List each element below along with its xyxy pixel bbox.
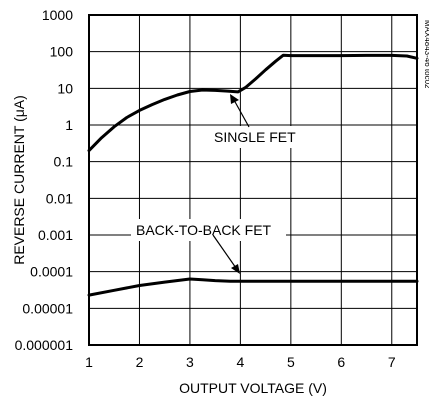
y-axis-label: REVERSE CURRENT (μA)	[11, 95, 27, 265]
annotation-btb-fet-label: BACK-TO-BACK FET	[136, 222, 272, 238]
annotation-btb-fet-leader	[212, 234, 237, 269]
annotation-btb-fet-bg	[131, 219, 286, 241]
x-tick-label: 1	[85, 354, 93, 370]
data-curves	[87, 53, 419, 297]
annotation-back-to-back-fet: BACK-TO-BACK FET	[131, 219, 286, 274]
annotation-single-fet-bg	[209, 126, 304, 148]
tick-labels: 1 2 3 4 5 6 7 1000 100 10 1 0.1 0.01 0.001 0.0001 0.000…	[15, 7, 396, 370]
annotation-single-fet: SINGLE FET	[209, 94, 304, 148]
x-tick-label: 6	[337, 354, 345, 370]
y-tick-label: 0.0001	[30, 264, 73, 280]
y-tick-label: 1	[65, 117, 73, 133]
y-tick-label: 0.1	[54, 154, 74, 170]
x-tick-label: 5	[287, 354, 295, 370]
x-axis-label: OUTPUT VOLTAGE (V)	[179, 380, 327, 396]
annotation-single-fet-leader	[233, 99, 250, 128]
series-single-fet-line	[87, 53, 419, 153]
annotation-single-fet-label: SINGLE FET	[214, 129, 296, 145]
x-tick-label: 7	[388, 354, 396, 370]
series-back-to-back-fet-line	[87, 277, 419, 297]
y-tick-label: 0.001	[38, 227, 73, 243]
y-tick-label: 0.00001	[22, 300, 73, 316]
y-tick-label: 1000	[42, 7, 73, 23]
x-tick-label: 4	[236, 354, 244, 370]
figure-id: MAX4843-46 toc02	[423, 20, 429, 89]
y-tick-label: 0.01	[46, 190, 73, 206]
grid	[89, 15, 417, 345]
x-tick-label: 3	[186, 354, 194, 370]
annotation-single-fet-arrowhead	[230, 94, 239, 104]
plot-frame	[88, 14, 418, 346]
y-tick-label: 100	[50, 44, 74, 60]
annotation-btb-fet-arrowhead	[231, 264, 240, 274]
y-tick-label: 10	[57, 80, 73, 96]
y-tick-label: 0.000001	[15, 337, 74, 353]
x-tick-label: 2	[136, 354, 144, 370]
